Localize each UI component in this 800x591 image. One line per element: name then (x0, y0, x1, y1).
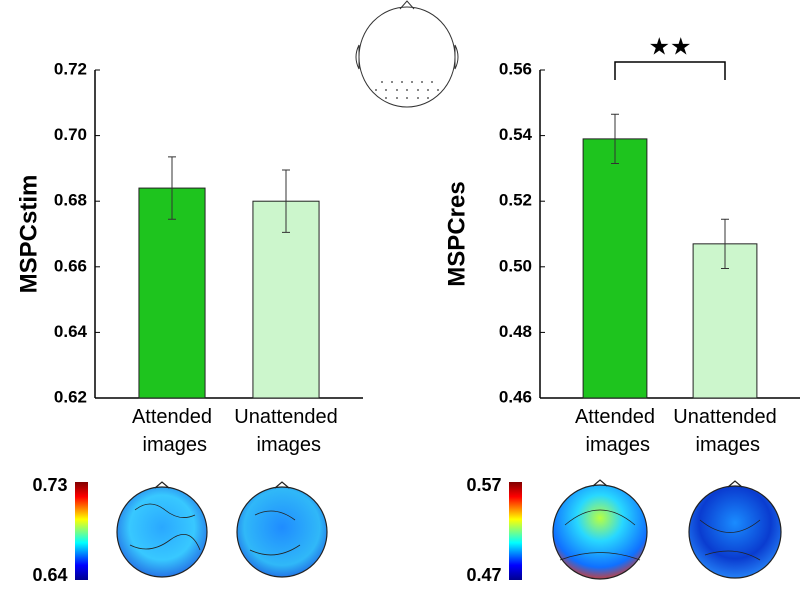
y-tick-label: 0.68 (54, 191, 87, 210)
x-tick-label: Attended images (132, 406, 212, 456)
annotation: ★★ (648, 33, 691, 60)
topomaps (116, 479, 782, 580)
y-tick-label: 0.70 (54, 125, 87, 144)
x-tick-label: Unattended images (673, 406, 776, 456)
bar (582, 138, 648, 399)
colorbar (509, 482, 522, 580)
head-diagram (355, 0, 459, 108)
y-tick-label: 0.48 (499, 322, 532, 341)
colorbar-label: 0.57 (466, 475, 501, 495)
y-tick-label: 0.64 (54, 322, 88, 341)
y-tick-label: 0.54 (499, 125, 533, 144)
y-tick-label: 0.46 (499, 387, 532, 406)
bar (252, 200, 320, 399)
y-tick-label: 0.72 (54, 59, 87, 78)
y-axis-label: MSPCres (443, 181, 470, 286)
y-tick-label: 0.66 (54, 256, 87, 275)
y-tick-label: 0.52 (499, 191, 532, 210)
colorbar-label: 0.73 (32, 475, 67, 495)
y-tick-label: 0.56 (499, 59, 532, 78)
x-tick-label: Attended images (575, 406, 655, 456)
bar (692, 243, 758, 399)
significance-bracket (614, 61, 726, 80)
error-bar (721, 218, 729, 269)
error-bar (282, 169, 290, 233)
y-tick-label: 0.62 (54, 387, 87, 406)
error-bar (168, 156, 176, 220)
y-axis-label: MSPCstim (15, 175, 42, 294)
colorbar-label: 0.47 (466, 565, 501, 585)
y-tick-label: 0.50 (499, 256, 532, 275)
bar (138, 187, 206, 399)
x-tick-label: Unattended images (234, 406, 337, 456)
error-bar (611, 113, 619, 164)
colorbar (75, 482, 88, 580)
colorbar-label: 0.64 (32, 565, 67, 585)
